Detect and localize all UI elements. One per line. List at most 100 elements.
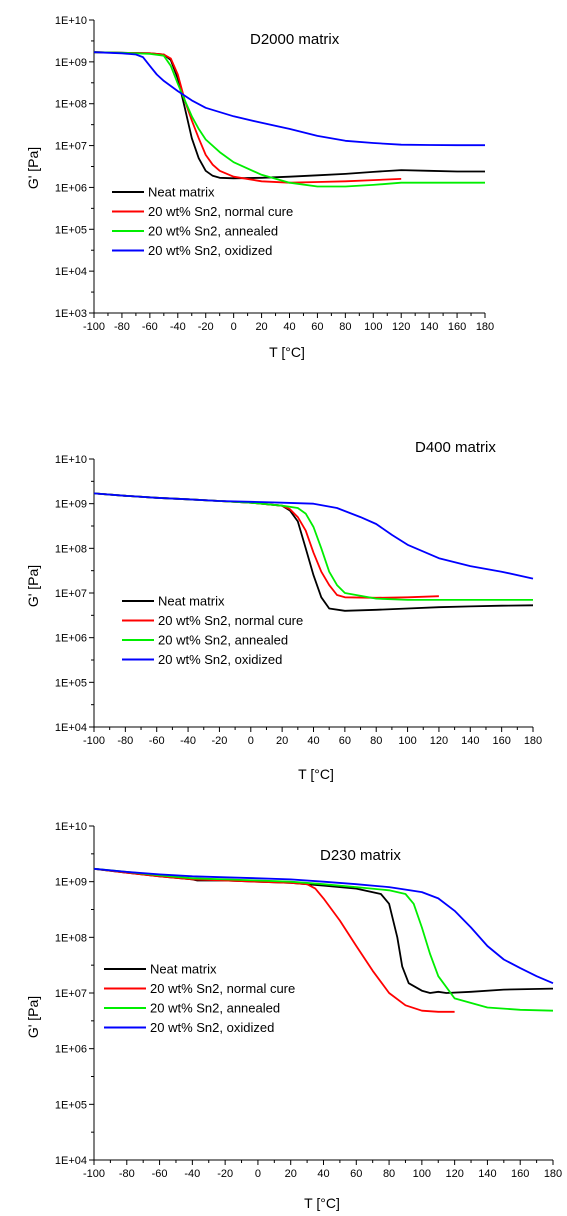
y-axis-title: G' [Pa] (25, 147, 41, 189)
x-tick-label: -60 (149, 735, 165, 747)
x-tick-label: 0 (255, 1168, 261, 1180)
legend-label: 20 wt% Sn2, normal cure (158, 613, 303, 628)
x-tick-label: -100 (83, 321, 105, 333)
x-tick-label: 160 (448, 321, 466, 333)
y-tick-label: 1E+07 (55, 588, 87, 600)
y-axis-title: G' [Pa] (25, 565, 41, 607)
y-tick-label: 1E+05 (55, 224, 87, 236)
y-tick-label: 1E+10 (55, 15, 87, 27)
x-tick-label: 80 (339, 321, 351, 333)
y-tick-label: 1E+04 (55, 266, 87, 278)
series-line-2 (93, 492, 533, 601)
legend-label: 20 wt% Sn2, annealed (158, 633, 288, 648)
x-tick-label: 140 (461, 735, 479, 747)
x-tick-label: 0 (231, 321, 237, 333)
x-tick-label: 60 (339, 735, 351, 747)
x-axis-title: T [°C] (304, 1195, 340, 1211)
series-line-1 (93, 867, 455, 1013)
series-line-3 (93, 492, 534, 580)
series-line-2 (93, 51, 485, 188)
x-tick-label: 180 (544, 1168, 562, 1180)
x-tick-label: 160 (492, 735, 510, 747)
y-tick-label: 1E+06 (55, 182, 87, 194)
x-tick-label: -40 (180, 735, 196, 747)
series-line-1 (93, 492, 439, 599)
x-tick-label: -60 (152, 1168, 168, 1180)
x-tick-label: 180 (524, 735, 542, 747)
series-line-2 (93, 867, 554, 1012)
x-tick-label: 20 (276, 735, 288, 747)
series-line-3 (93, 867, 554, 985)
x-tick-label: -100 (83, 1168, 105, 1180)
x-tick-label: 40 (307, 735, 319, 747)
x-tick-label: -20 (211, 735, 227, 747)
y-tick-label: 1E+06 (55, 633, 87, 645)
chart-panel-d400: D400 matrix T [°C] G' [Pa] 1E+04 1E+05 1E+… (25, 439, 542, 782)
y-tick-label: 1E+09 (55, 57, 87, 69)
y-tick-label: 1E+09 (55, 877, 87, 889)
y-tick-label: 1E+04 (55, 722, 87, 734)
chart-title: D230 matrix (320, 847, 401, 864)
legend-label: 20 wt% Sn2, oxidized (150, 1020, 274, 1035)
y-tick-label: 1E+07 (55, 988, 87, 1000)
y-tick-label: 1E+09 (55, 499, 87, 511)
x-tick-label: 160 (511, 1168, 529, 1180)
x-tick-label: 80 (383, 1168, 395, 1180)
legend-label: 20 wt% Sn2, oxidized (158, 652, 282, 667)
y-tick-label: 1E+08 (55, 543, 87, 555)
y-tick-label: 1E+10 (55, 454, 87, 466)
x-tick-label: 100 (413, 1168, 431, 1180)
x-tick-label: 140 (478, 1168, 496, 1180)
legend-label: Neat matrix (158, 594, 225, 609)
chart-panel-d2000: D2000 matrix T [°C] G' [Pa] 1E+03 1E+04 1E… (25, 15, 494, 360)
y-tick-label: 1E+05 (55, 677, 87, 689)
x-tick-label: 40 (317, 1168, 329, 1180)
x-tick-label: 40 (283, 321, 295, 333)
legend-label: 20 wt% Sn2, annealed (150, 1001, 280, 1016)
chart-panel-d230: D230 matrix T [°C] G' [Pa] 1E+04 1E+05 1E+… (25, 821, 562, 1211)
legend-label: 20 wt% Sn2, normal cure (150, 981, 295, 996)
x-tick-label: -80 (119, 1168, 135, 1180)
series-line-0 (93, 51, 485, 180)
y-tick-label: 1E+08 (55, 99, 87, 111)
x-tick-label: 20 (255, 321, 267, 333)
x-tick-label: -60 (142, 321, 158, 333)
x-axis-title: T [°C] (269, 344, 305, 360)
x-tick-label: -100 (83, 735, 105, 747)
x-tick-label: -80 (117, 735, 133, 747)
y-axis-title: G' [Pa] (25, 996, 41, 1038)
x-tick-label: 100 (398, 735, 416, 747)
x-tick-label: 120 (445, 1168, 463, 1180)
chart-title: D400 matrix (415, 439, 496, 456)
chart-title: D2000 matrix (250, 31, 340, 48)
y-tick-label: 1E+08 (55, 932, 87, 944)
y-tick-label: 1E+03 (55, 308, 87, 320)
x-tick-label: 80 (370, 735, 382, 747)
legend-label: 20 wt% Sn2, annealed (148, 224, 278, 239)
x-tick-label: -40 (170, 321, 186, 333)
y-tick-label: 1E+10 (55, 821, 87, 833)
x-tick-label: 0 (248, 735, 254, 747)
legend-label: Neat matrix (148, 185, 215, 200)
y-tick-label: 1E+07 (55, 141, 87, 153)
x-tick-label: 60 (311, 321, 323, 333)
legend-label: 20 wt% Sn2, oxidized (148, 243, 272, 258)
y-tick-label: 1E+04 (55, 1155, 87, 1167)
y-tick-label: 1E+06 (55, 1044, 87, 1056)
x-tick-label: -40 (184, 1168, 200, 1180)
x-tick-label: 100 (364, 321, 382, 333)
legend-label: 20 wt% Sn2, normal cure (148, 204, 293, 219)
x-tick-label: 120 (392, 321, 410, 333)
y-tick-label: 1E+05 (55, 1099, 87, 1111)
x-tick-label: 180 (476, 321, 494, 333)
series-line-3 (93, 51, 485, 147)
x-tick-label: 20 (285, 1168, 297, 1180)
x-tick-label: 120 (430, 735, 448, 747)
x-tick-label: -80 (114, 321, 130, 333)
x-tick-label: 140 (420, 321, 438, 333)
x-tick-label: -20 (198, 321, 214, 333)
legend-label: Neat matrix (150, 962, 217, 977)
series-line-1 (93, 51, 402, 184)
x-axis-title: T [°C] (298, 766, 334, 782)
